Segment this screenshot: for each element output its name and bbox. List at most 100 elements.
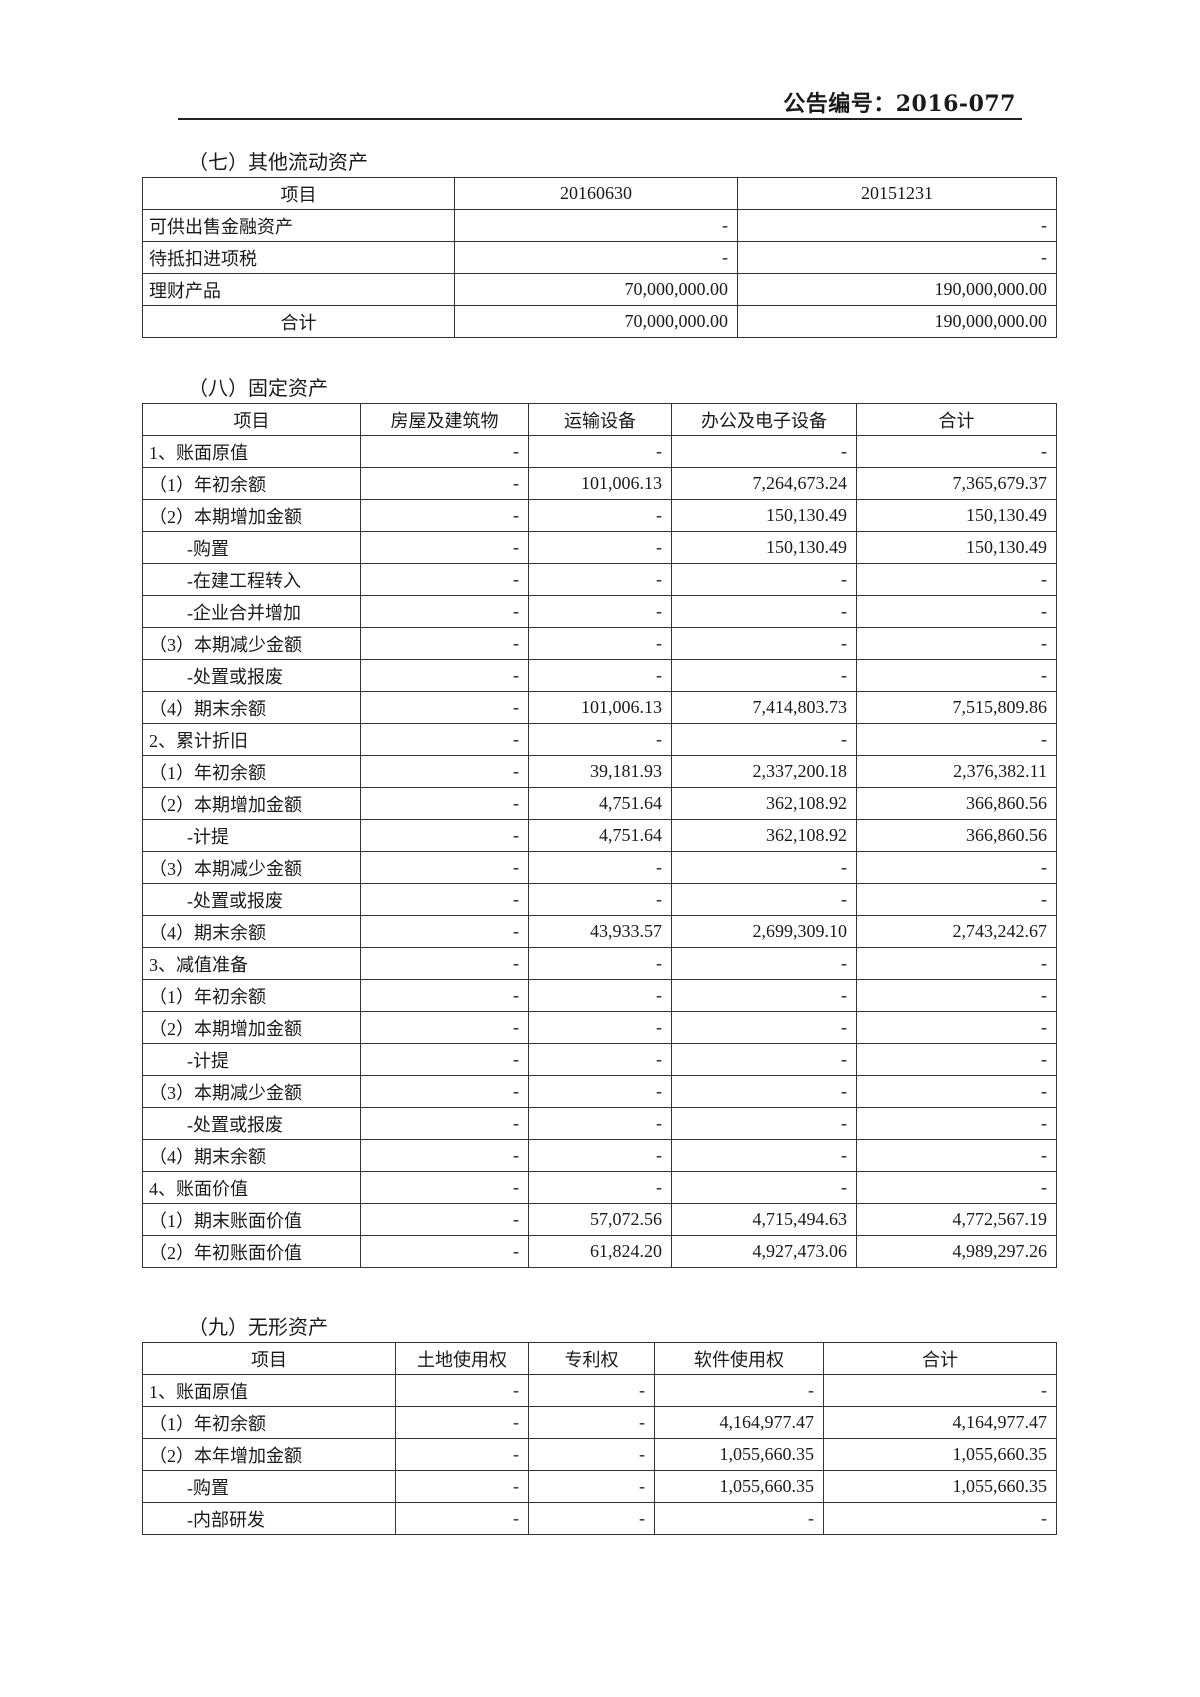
table-row: （4）期末余额 - - - - bbox=[142, 1139, 1057, 1172]
cell-value: - bbox=[395, 1438, 529, 1471]
row-label: 4、账面价值 bbox=[142, 1171, 361, 1204]
row-label: 理财产品 bbox=[142, 273, 455, 306]
intangible-assets-table: 项目 土地使用权 专利权 软件使用权 合计 1、账面原值 - - - - （1）年初余额 - -4,16… bbox=[142, 1342, 1057, 1535]
row-label: （2）本年增加金额 bbox=[142, 1438, 396, 1471]
fixed-assets-table: 项目 房屋及建筑物 运输设备 办公及电子设备 合计 1、账面原值 - - - - （1）年初余额 -1… bbox=[142, 403, 1057, 1268]
cell-value: - bbox=[856, 435, 1057, 468]
row-label: （3）本期减少金额 bbox=[142, 1075, 361, 1108]
header-rule bbox=[178, 118, 1022, 120]
row-label: （2）本期增加金额 bbox=[142, 787, 361, 820]
table-row: （2）本期增加金额 - - - - bbox=[142, 1011, 1057, 1044]
column-header: 项目 bbox=[142, 1342, 396, 1375]
column-header: 项目 bbox=[142, 403, 361, 436]
cell-value: - bbox=[856, 627, 1057, 660]
table-row: （2）本年增加金额 - -1,055,660.35 1,055,660.35 bbox=[142, 1438, 1057, 1471]
cell-value: - bbox=[528, 723, 672, 756]
cell-value: - bbox=[528, 499, 672, 532]
cell-value: - bbox=[737, 209, 1057, 242]
cell-value: 2,743,242.67 bbox=[856, 915, 1057, 948]
cell-value: - bbox=[671, 1139, 857, 1172]
table-row: -内部研发 - - - - bbox=[142, 1502, 1057, 1535]
row-label: 1、账面原值 bbox=[142, 1374, 396, 1407]
cell-value: - bbox=[360, 1203, 529, 1236]
cell-value: - bbox=[360, 851, 529, 884]
cell-value: - bbox=[671, 595, 857, 628]
cell-value: 362,108.92 bbox=[671, 819, 857, 852]
cell-value: - bbox=[856, 979, 1057, 1012]
table-row: 2、累计折旧 - - - - bbox=[142, 723, 1057, 756]
row-label: -计提 bbox=[142, 1043, 361, 1076]
table-row: -企业合并增加 - - - - bbox=[142, 595, 1057, 628]
cell-value: 70,000,000.00 bbox=[454, 305, 738, 338]
cell-value: 190,000,000.00 bbox=[737, 273, 1057, 306]
table-row: -处置或报废 - - - - bbox=[142, 659, 1057, 692]
cell-value: - bbox=[528, 563, 672, 596]
column-header: 办公及电子设备 bbox=[671, 403, 857, 436]
cell-value: 57,072.56 bbox=[528, 1203, 672, 1236]
cell-value: 150,130.49 bbox=[671, 531, 857, 564]
cell-value: - bbox=[823, 1374, 1057, 1407]
column-header: 合计 bbox=[823, 1342, 1057, 1375]
cell-value: 2,699,309.10 bbox=[671, 915, 857, 948]
cell-value: - bbox=[856, 595, 1057, 628]
cell-value: 7,365,679.37 bbox=[856, 467, 1057, 500]
cell-value: - bbox=[856, 947, 1057, 980]
cell-value: 150,130.49 bbox=[856, 531, 1057, 564]
table-header-row: 项目 土地使用权 专利权 软件使用权 合计 bbox=[142, 1342, 1057, 1375]
cell-value: - bbox=[360, 691, 529, 724]
row-label: 3、减值准备 bbox=[142, 947, 361, 980]
cell-value: 4,927,473.06 bbox=[671, 1235, 857, 1268]
section-title-fixed-assets: （八）固定资产 bbox=[188, 378, 328, 400]
table-row: （4）期末余额 -43,933.57 2,699,309.10 2,743,242.6… bbox=[142, 915, 1057, 948]
cell-value: - bbox=[671, 1171, 857, 1204]
cell-value: 4,751.64 bbox=[528, 787, 672, 820]
table-row: （1）年初余额 -101,006.13 7,264,673.24 7,365,679.… bbox=[142, 467, 1057, 500]
cell-value: - bbox=[671, 851, 857, 884]
cell-value: - bbox=[360, 819, 529, 852]
cell-value: 2,376,382.11 bbox=[856, 755, 1057, 788]
cell-value: 1,055,660.35 bbox=[654, 1470, 824, 1503]
cell-value: - bbox=[856, 1171, 1057, 1204]
table-row: -计提 - - - - bbox=[142, 1043, 1057, 1076]
cell-value: - bbox=[671, 659, 857, 692]
cell-value: - bbox=[856, 851, 1057, 884]
table-row: -在建工程转入 - - - - bbox=[142, 563, 1057, 596]
table-row: （3）本期减少金额 - - - - bbox=[142, 627, 1057, 660]
cell-value: - bbox=[671, 627, 857, 660]
cell-value: - bbox=[528, 1107, 672, 1140]
row-label: （1）年初余额 bbox=[142, 755, 361, 788]
cell-value: - bbox=[360, 595, 529, 628]
row-label: -计提 bbox=[142, 819, 361, 852]
table-row: 待抵扣进项税 - - bbox=[142, 241, 1057, 274]
table-row: （1）年初余额 - - - - bbox=[142, 979, 1057, 1012]
row-label: 合计 bbox=[142, 305, 455, 338]
row-label: -处置或报废 bbox=[142, 659, 361, 692]
table-row: 4、账面价值 - - - - bbox=[142, 1171, 1057, 1204]
row-label: （4）期末余额 bbox=[142, 915, 361, 948]
cell-value: - bbox=[671, 1043, 857, 1076]
row-label: -处置或报废 bbox=[142, 883, 361, 916]
column-header: 项目 bbox=[142, 177, 455, 210]
cell-value: - bbox=[528, 883, 672, 916]
cell-value: - bbox=[360, 531, 529, 564]
table-row: （1）期末账面价值 -57,072.56 4,715,494.63 4,772,567… bbox=[142, 1203, 1057, 1236]
table-row: （1）年初余额 -39,181.93 2,337,200.18 2,376,382.1… bbox=[142, 755, 1057, 788]
row-label: -企业合并增加 bbox=[142, 595, 361, 628]
cell-value: - bbox=[360, 499, 529, 532]
cell-value: 39,181.93 bbox=[528, 755, 672, 788]
cell-value: - bbox=[528, 1011, 672, 1044]
cell-value: - bbox=[823, 1502, 1057, 1535]
cell-value: 4,772,567.19 bbox=[856, 1203, 1057, 1236]
column-header: 专利权 bbox=[528, 1342, 655, 1375]
cell-value: - bbox=[528, 1406, 655, 1439]
cell-value: 362,108.92 bbox=[671, 787, 857, 820]
row-label: （3）本期减少金额 bbox=[142, 627, 361, 660]
row-label: 2、累计折旧 bbox=[142, 723, 361, 756]
row-label: （1）年初余额 bbox=[142, 1406, 396, 1439]
cell-value: 43,933.57 bbox=[528, 915, 672, 948]
cell-value: - bbox=[856, 883, 1057, 916]
cell-value: 101,006.13 bbox=[528, 467, 672, 500]
row-label: （1）年初余额 bbox=[142, 979, 361, 1012]
cell-value: - bbox=[360, 755, 529, 788]
cell-value: 7,264,673.24 bbox=[671, 467, 857, 500]
